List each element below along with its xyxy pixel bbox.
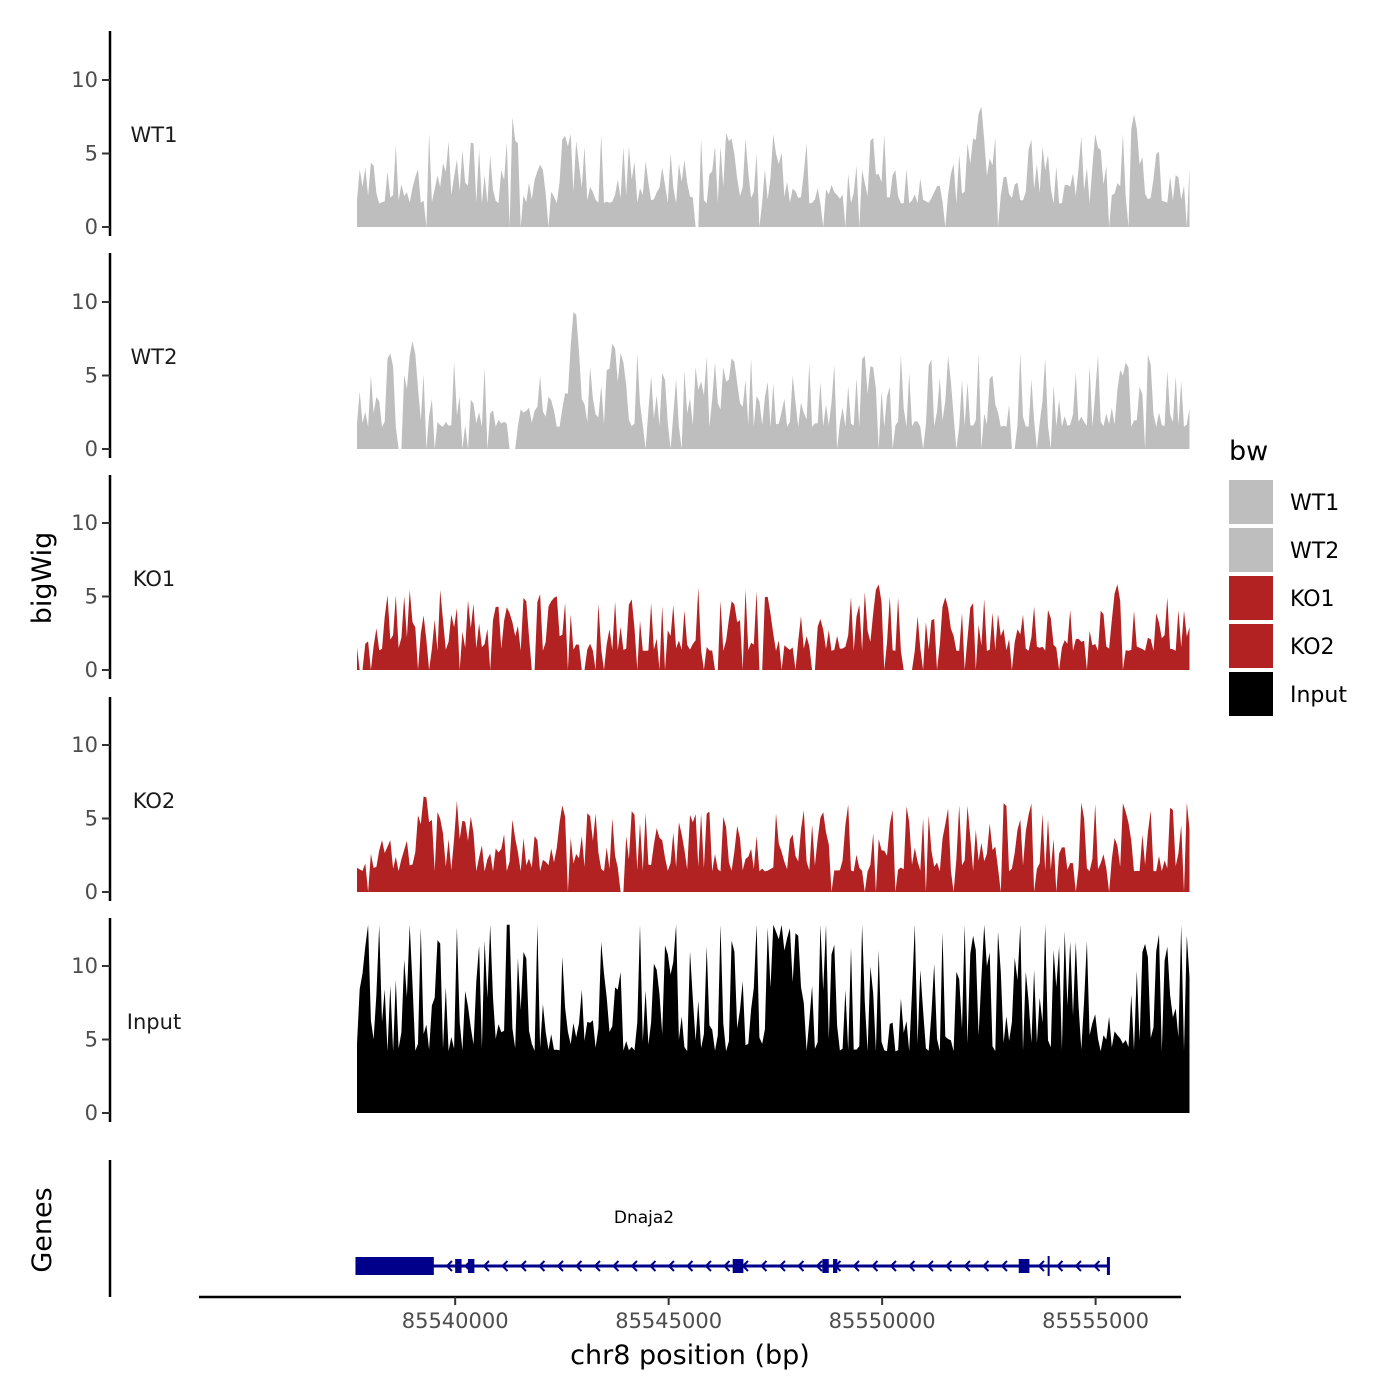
legend: bw WT1 WT2 KO1 KO2 Input bbox=[1229, 436, 1347, 716]
strand-arrow bbox=[445, 1260, 453, 1272]
legend-key-ko1 bbox=[1229, 576, 1273, 620]
legend-label-wt2: WT2 bbox=[1290, 539, 1339, 564]
track-label-wt2: WT2 bbox=[131, 345, 178, 369]
track-label-wt1: WT1 bbox=[131, 123, 178, 147]
track-ko1: 0 5 10 KO1 bbox=[71, 475, 1190, 682]
legend-label-input: Input bbox=[1290, 683, 1347, 708]
legend-key-wt2 bbox=[1229, 528, 1273, 572]
strand-arrow bbox=[871, 1260, 879, 1272]
legend-key-input bbox=[1229, 672, 1273, 716]
y-tick-label: 5 bbox=[85, 1028, 98, 1052]
y-tick-label: 10 bbox=[71, 511, 98, 535]
strand-arrow bbox=[852, 1260, 860, 1272]
y-tick-label: 0 bbox=[85, 880, 98, 904]
legend-key-wt1 bbox=[1229, 480, 1273, 524]
strand-arrow bbox=[556, 1260, 564, 1272]
track-wt1: 0 5 10 WT1 bbox=[71, 31, 1190, 239]
strand-arrow bbox=[797, 1260, 805, 1272]
genes-axis-title: Genes bbox=[27, 1187, 58, 1272]
gene-exon bbox=[822, 1259, 829, 1273]
y-tick-label: 10 bbox=[71, 733, 98, 757]
strand-arrow bbox=[630, 1260, 638, 1272]
strand-arrow bbox=[778, 1260, 786, 1272]
strand-arrow bbox=[575, 1260, 583, 1272]
gene-exon bbox=[455, 1259, 462, 1273]
strand-arrow bbox=[667, 1260, 675, 1272]
strand-arrow bbox=[593, 1260, 601, 1272]
track-label-ko1: KO1 bbox=[133, 567, 176, 591]
strand-arrow bbox=[815, 1260, 823, 1272]
coverage-area-wt1 bbox=[357, 106, 1190, 227]
strand-arrow bbox=[1037, 1260, 1045, 1272]
gene-exon bbox=[467, 1259, 475, 1273]
legend-label-wt1: WT1 bbox=[1290, 491, 1339, 516]
strand-arrow bbox=[612, 1260, 620, 1272]
strand-arrow bbox=[519, 1260, 527, 1272]
x-tick-label: 85555000 bbox=[1042, 1309, 1149, 1333]
y-tick-label: 0 bbox=[85, 437, 98, 461]
strand-arrow bbox=[686, 1260, 694, 1272]
y-tick-label: 5 bbox=[85, 807, 98, 831]
strand-arrow bbox=[538, 1260, 546, 1272]
coverage-area-input bbox=[357, 924, 1190, 1113]
y-tick-label: 5 bbox=[85, 364, 98, 388]
track-input: 0 5 10 Input bbox=[71, 918, 1190, 1125]
x-axis-title: chr8 position (bp) bbox=[570, 1340, 810, 1371]
track-label-input: Input bbox=[127, 1010, 181, 1034]
track-label-ko2: KO2 bbox=[133, 789, 176, 813]
x-axis: 85540000 85545000 85550000 85555000 bbox=[199, 1295, 1181, 1333]
coverage-area-wt2 bbox=[357, 312, 1190, 449]
strand-arrow bbox=[704, 1260, 712, 1272]
y-tick-label: 0 bbox=[85, 1101, 98, 1125]
coverage-area-ko1 bbox=[357, 584, 1190, 670]
strand-arrow bbox=[963, 1260, 971, 1272]
strand-arrow bbox=[889, 1260, 897, 1272]
strand-arrow bbox=[1074, 1260, 1082, 1272]
gene-exon bbox=[732, 1259, 744, 1273]
y-tick-label: 0 bbox=[85, 658, 98, 682]
strand-arrow bbox=[908, 1260, 916, 1272]
strand-arrow bbox=[760, 1260, 768, 1272]
strand-arrow bbox=[723, 1260, 731, 1272]
bigwig-tracks: 0 5 10 WT1 0 5 10 WT2 0 5 10 KO1 0 5 10 KO2 0 5 10 Input bbox=[71, 31, 1190, 1125]
gene-exon bbox=[833, 1259, 838, 1273]
strand-arrow bbox=[1000, 1260, 1008, 1272]
legend-label-ko2: KO2 bbox=[1290, 635, 1335, 660]
gene-exon bbox=[356, 1257, 434, 1275]
y-tick-label: 10 bbox=[71, 290, 98, 314]
y-tick-label: 10 bbox=[71, 954, 98, 978]
strand-arrow bbox=[926, 1260, 934, 1272]
x-tick-label: 85550000 bbox=[829, 1309, 936, 1333]
strand-arrow bbox=[649, 1260, 657, 1272]
y-tick-label: 10 bbox=[71, 68, 98, 92]
track-wt2: 0 5 10 WT2 bbox=[71, 253, 1190, 461]
legend-title: bw bbox=[1229, 436, 1268, 467]
strand-arrow bbox=[1056, 1260, 1064, 1272]
strand-arrow bbox=[1093, 1260, 1101, 1272]
x-tick-label: 85540000 bbox=[402, 1309, 509, 1333]
strand-arrow bbox=[482, 1260, 490, 1272]
track-ko2: 0 5 10 KO2 bbox=[71, 697, 1190, 904]
y-tick-label: 0 bbox=[85, 215, 98, 239]
coverage-area-ko2 bbox=[357, 796, 1190, 892]
gene-exon bbox=[1018, 1259, 1030, 1273]
gene-name-label: Dnaja2 bbox=[614, 1208, 674, 1228]
genes-panel: Dnaja2 bbox=[108, 1160, 1110, 1297]
strand-arrow bbox=[945, 1260, 953, 1272]
strand-arrow bbox=[982, 1260, 990, 1272]
y-tick-label: 5 bbox=[85, 142, 98, 166]
y-tick-label: 5 bbox=[85, 585, 98, 609]
legend-label-ko1: KO1 bbox=[1290, 587, 1335, 612]
legend-key-ko2 bbox=[1229, 624, 1273, 668]
y-axis-title: bigWig bbox=[27, 532, 58, 625]
strand-arrow bbox=[501, 1260, 509, 1272]
x-tick-label: 85545000 bbox=[615, 1309, 722, 1333]
